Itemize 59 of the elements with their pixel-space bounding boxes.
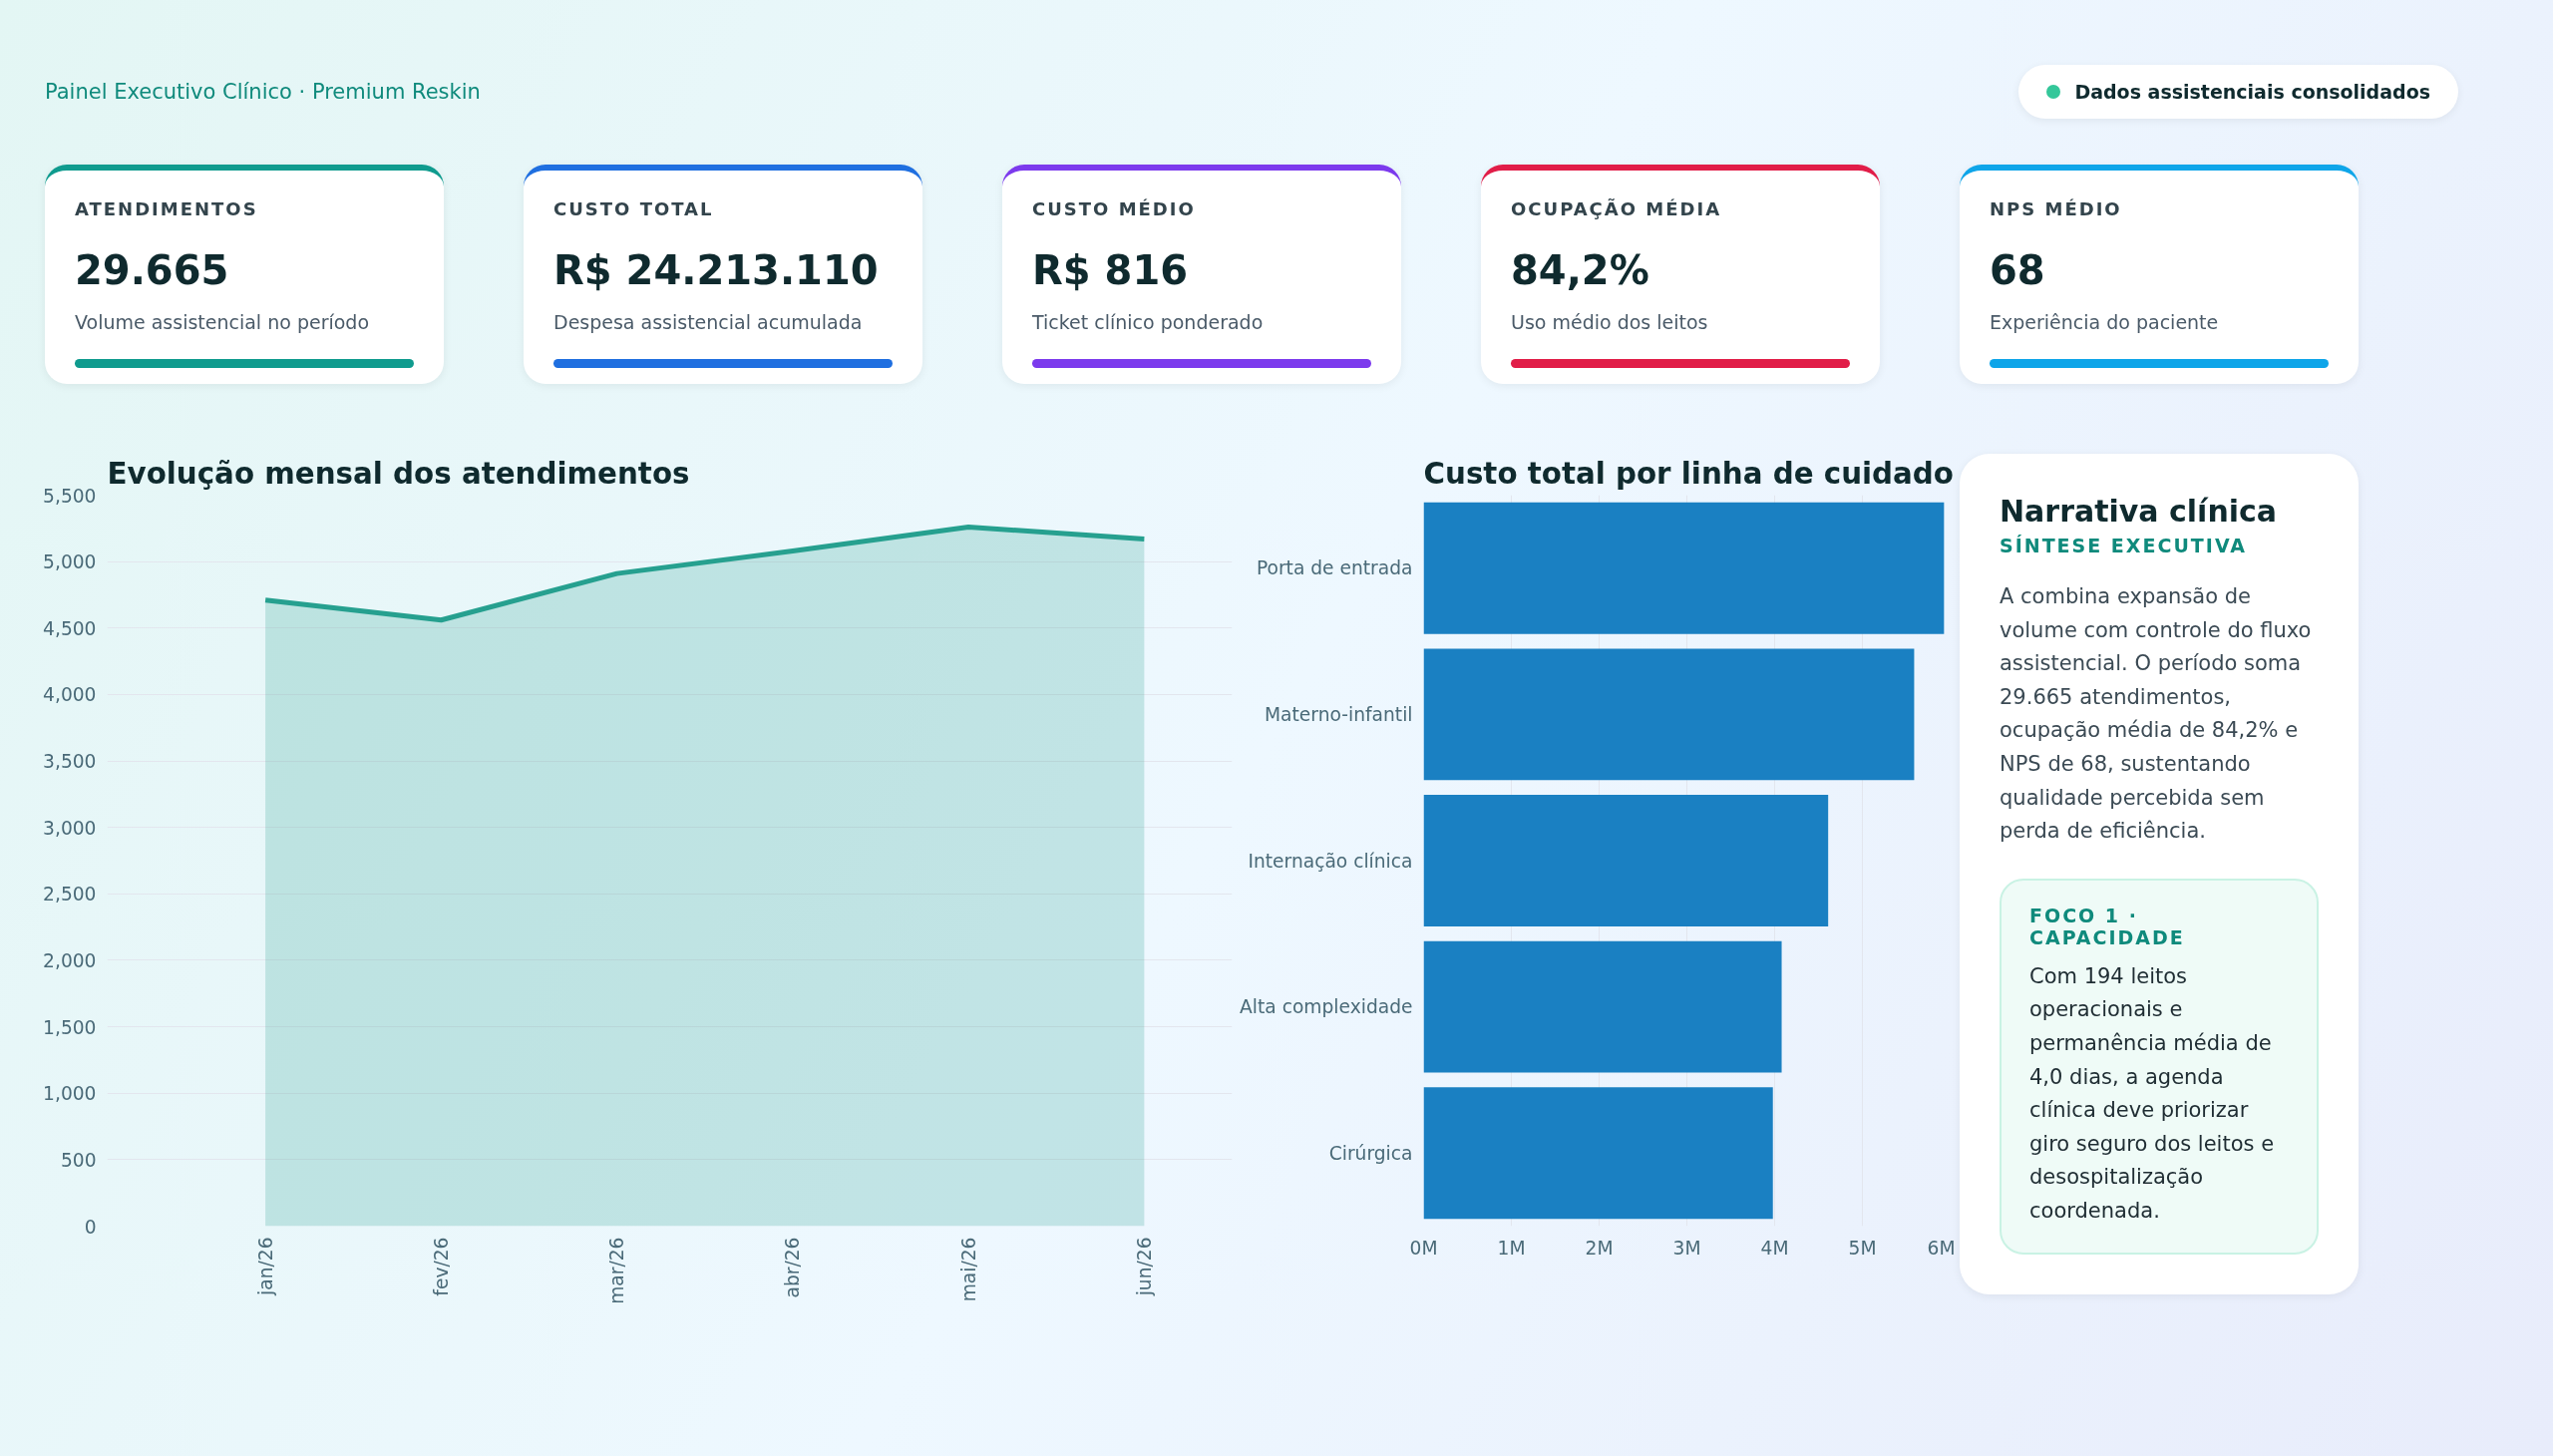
y-tick-label: Porta de entrada — [1256, 557, 1413, 579]
y-tick-label: 1,000 — [43, 1083, 97, 1105]
y-tick-label: 0 — [84, 1216, 97, 1238]
x-tick-label: abr/26 — [782, 1237, 804, 1298]
text: 68 — [1990, 247, 2046, 293]
x-tick-label: 6M — [1927, 1237, 1956, 1259]
y-tick-label: 1,500 — [43, 1016, 97, 1038]
x-tick-label: jun/26 — [1133, 1237, 1155, 1297]
y-tick-label: 5,000 — [43, 551, 97, 573]
text: 29.665 — [75, 247, 230, 293]
text: 84,2% — [1511, 247, 1650, 293]
bar — [1423, 1087, 1773, 1220]
y-tick-label: Cirúrgica — [1328, 1142, 1413, 1164]
text: A combina expansão de volume com controle do fluxo assistencial. O período soma 29.665 atendimentos, ocupação média de 84,2% e NPS de 68, sustentando qualidade percebida sem perda de eficiência. — [2000, 583, 2313, 846]
y-tick-label: Internação clínica — [1248, 850, 1413, 872]
text: Experiência do paciente — [1990, 311, 2220, 333]
y-tick-label: 5,500 — [43, 485, 97, 507]
y-tick-label: 2,500 — [43, 884, 97, 906]
x-tick-label: jan/26 — [254, 1237, 276, 1296]
x-tick-label: fev/26 — [430, 1237, 452, 1296]
x-tick-label: 1M — [1497, 1237, 1526, 1259]
text: SÍNTESE EXECUTIVA — [2000, 535, 2248, 556]
x-tick-label: 0M — [1409, 1237, 1438, 1259]
text: CUSTO MÉDIO — [1032, 198, 1197, 219]
chart-title: Custo total por linha de cuidado — [1423, 456, 1955, 491]
y-tick-label: 4,000 — [43, 684, 97, 706]
x-tick-label: mar/26 — [606, 1237, 628, 1304]
text: Uso médio dos leitos — [1511, 311, 1709, 333]
text: Volume assistencial no período — [75, 311, 371, 333]
text: R$ 816 — [1032, 247, 1190, 293]
text: R$ 24.213.110 — [553, 247, 880, 293]
text: Dados assistenciais consolidados — [2018, 65, 2458, 119]
bar — [1423, 648, 1915, 781]
chart-title: Evolução mensal dos atendimentos — [107, 456, 690, 491]
y-tick-label: 2,000 — [43, 949, 97, 971]
x-tick-label: 2M — [1585, 1237, 1614, 1259]
text: OCUPAÇÃO MÉDIA — [1511, 198, 1723, 219]
y-tick-label: Alta complexidade — [1240, 996, 1413, 1018]
x-tick-label: 3M — [1672, 1237, 1701, 1259]
y-tick-label: 3,500 — [43, 751, 97, 773]
y-tick-label: 3,000 — [43, 817, 97, 839]
bar — [1423, 795, 1829, 926]
text: ATENDIMENTOS — [75, 198, 259, 219]
x-tick-label: mai/26 — [957, 1237, 979, 1302]
y-tick-label: Materno-infantil — [1265, 703, 1413, 725]
text: Narrativa clínica — [2000, 494, 2279, 529]
text: Painel Executivo Clínico · Premium Reskin — [45, 80, 481, 104]
text: FOCO 1 · CAPACIDADE — [2029, 904, 2186, 948]
text: CUSTO TOTAL — [553, 198, 715, 219]
text: Despesa assistencial acumulada — [553, 311, 864, 333]
x-tick-label: 4M — [1760, 1237, 1789, 1259]
y-tick-label: 4,500 — [43, 617, 97, 639]
text: NPS MÉDIO — [1990, 198, 2123, 219]
bar — [1423, 502, 1945, 634]
bar — [1423, 940, 1782, 1073]
y-tick-label: 500 — [60, 1149, 97, 1171]
text: Com 194 leitos operacionais e permanência média de 4,0 dias, a agenda clínica deve priorizar giro seguro dos leitos e desospitalização coordenada. — [2029, 962, 2276, 1225]
text: Ticket clínico ponderado — [1032, 311, 1265, 333]
x-tick-label: 5M — [1848, 1237, 1877, 1259]
